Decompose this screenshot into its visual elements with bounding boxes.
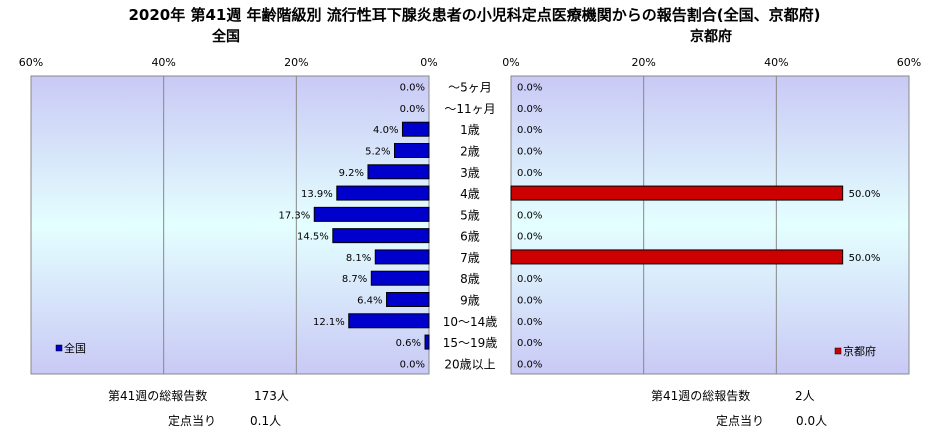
national-data-label: 8.1% [346, 253, 371, 264]
category-label: ～5ヶ月 [448, 81, 492, 95]
right-per-label: 定点当り [716, 414, 765, 428]
right-plot-area [510, 75, 910, 375]
national-legend-label: 全国 [64, 341, 86, 355]
category-label: 20歳以上 [444, 357, 495, 371]
category-label: 2歳 [460, 145, 480, 159]
left-plot-area [30, 75, 430, 375]
kyoto-legend-label: 京都府 [843, 344, 876, 358]
kyoto-data-label: 0.0% [517, 232, 542, 243]
left-panel-title: 全国 [212, 29, 240, 45]
right-total-value: 2人 [795, 389, 815, 403]
kyoto-data-label: 0.0% [517, 338, 542, 349]
national-bar [313, 206, 430, 222]
national-data-label: 17.3% [278, 210, 310, 221]
national-bar [336, 185, 430, 201]
national-bar [401, 121, 430, 137]
left-x-tick-label: 0% [420, 56, 437, 69]
national-data-label: 4.0% [373, 125, 398, 136]
left-total-value: 173人 [254, 389, 289, 403]
national-data-label: 14.5% [297, 232, 329, 243]
category-label: 8歳 [460, 272, 480, 286]
right-per-value: 0.0人 [796, 414, 828, 428]
category-label: 10～14歳 [443, 315, 498, 329]
kyoto-data-label: 50.0% [849, 189, 881, 200]
left-x-tick-label: 60% [19, 56, 43, 69]
kyoto-data-label: 0.0% [517, 125, 542, 136]
kyoto-legend-swatch [834, 347, 842, 355]
kyoto-data-label: 0.0% [517, 317, 542, 328]
right-x-tick-label: 20% [631, 56, 655, 69]
national-bar [348, 313, 430, 329]
category-label: 7歳 [460, 251, 480, 265]
right-panel-title: 京都府 [690, 29, 732, 45]
kyoto-bar [510, 185, 844, 201]
left-per-value: 0.1人 [250, 414, 282, 428]
kyoto-data-label: 0.0% [517, 168, 542, 179]
category-label: 3歳 [460, 166, 480, 180]
kyoto-data-label: 0.0% [517, 296, 542, 307]
national-data-label: 8.7% [342, 274, 367, 285]
category-label: 1歳 [460, 123, 480, 137]
national-data-label: 12.1% [313, 317, 345, 328]
national-data-label: 0.6% [396, 338, 421, 349]
national-data-label: 6.4% [357, 296, 382, 307]
national-data-label: 9.2% [339, 168, 364, 179]
left-total-label: 第41週の総報告数 [108, 389, 208, 403]
right-x-tick-label: 40% [764, 56, 788, 69]
kyoto-data-label: 0.0% [517, 147, 542, 158]
national-bar [367, 164, 430, 180]
kyoto-data-label: 0.0% [517, 104, 542, 115]
national-data-label: 5.2% [365, 147, 390, 158]
kyoto-data-label: 0.0% [517, 210, 542, 221]
national-legend-swatch [55, 344, 63, 352]
national-bar [374, 249, 430, 265]
kyoto-data-label: 50.0% [849, 253, 881, 264]
category-label: 5歳 [460, 208, 480, 222]
right-x-tick-label: 60% [897, 56, 921, 69]
national-bar [370, 270, 430, 286]
left-x-tick-label: 40% [151, 56, 175, 69]
national-data-label: 0.0% [400, 83, 425, 94]
category-label: 15～19歳 [443, 336, 498, 350]
national-bar [424, 334, 430, 350]
national-data-label: 0.0% [400, 359, 425, 370]
category-label: ～11ヶ月 [444, 102, 495, 116]
right-total-label: 第41週の総報告数 [651, 389, 751, 403]
national-bar [394, 143, 430, 158]
chart-title: 2020年 第41週 年齢階級別 流行性耳下腺炎患者の小児科定点医療機関からの報… [128, 6, 821, 24]
category-label: 6歳 [460, 230, 480, 244]
national-data-label: 13.9% [301, 189, 333, 200]
kyoto-data-label: 0.0% [517, 274, 542, 285]
category-label: 9歳 [460, 294, 480, 308]
kyoto-data-label: 0.0% [517, 359, 542, 370]
kyoto-data-label: 0.0% [517, 83, 542, 94]
national-data-label: 0.0% [400, 104, 425, 115]
left-per-label: 定点当り [168, 414, 217, 428]
left-x-tick-label: 20% [284, 56, 308, 69]
right-x-tick-label: 0% [502, 56, 519, 69]
category-label: 4歳 [460, 187, 480, 201]
national-bar [332, 228, 430, 244]
kyoto-bar [510, 249, 844, 265]
national-bar [386, 292, 430, 307]
